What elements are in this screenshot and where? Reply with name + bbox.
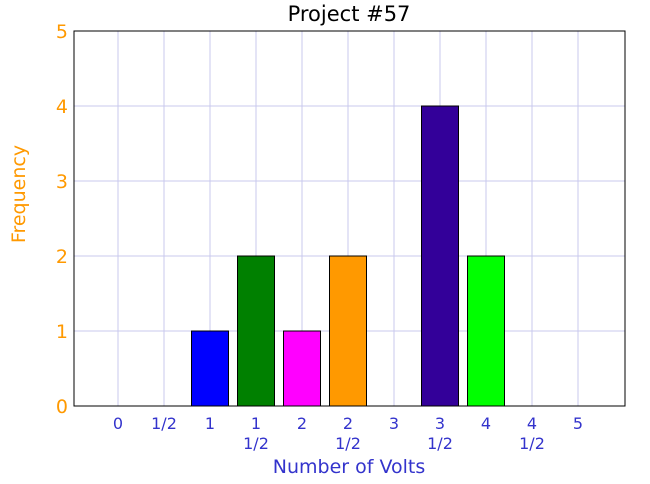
bar	[329, 255, 367, 407]
x-tick-label: 0	[113, 414, 123, 433]
x-tick-label: 4	[527, 414, 537, 433]
x-axis-ticks: 0 1/2 1 11/22 21/23 31/24 41/25	[113, 414, 583, 453]
x-tick-label: 3	[435, 414, 445, 433]
x-tick-label: 5	[573, 414, 583, 433]
x-tick-label: 1/2	[427, 434, 453, 453]
bars	[191, 105, 505, 407]
chart-title: Project #57	[288, 2, 411, 26]
y-tick-label: 0	[56, 396, 68, 418]
x-tick-label: 1/2	[335, 434, 361, 453]
y-tick-label: 2	[56, 246, 68, 268]
bar	[283, 330, 321, 407]
x-tick-label: 4	[481, 414, 491, 433]
x-tick-label: 3	[389, 414, 399, 433]
x-tick-label: 1/2	[519, 434, 545, 453]
x-axis-label: Number of Volts	[273, 456, 426, 478]
bar	[191, 330, 229, 407]
y-axis-ticks: 0 1 2 3 4 5	[56, 21, 68, 418]
bar	[421, 105, 459, 407]
x-tick-label: 2	[343, 414, 353, 433]
bar	[237, 255, 275, 407]
y-axis-label: Frequency	[8, 145, 30, 243]
x-tick-label: 1	[251, 414, 261, 433]
y-tick-label: 5	[56, 21, 68, 43]
x-tick-label: 1/2	[243, 434, 269, 453]
bar	[467, 255, 505, 407]
x-tick-label: 1/2	[151, 414, 177, 433]
plot-frame	[73, 30, 626, 407]
y-tick-label: 1	[56, 321, 68, 343]
x-tick-label: 2	[297, 414, 307, 433]
x-tick-label: 1	[205, 414, 215, 433]
y-tick-label: 4	[56, 96, 68, 118]
y-tick-label: 3	[56, 171, 68, 193]
